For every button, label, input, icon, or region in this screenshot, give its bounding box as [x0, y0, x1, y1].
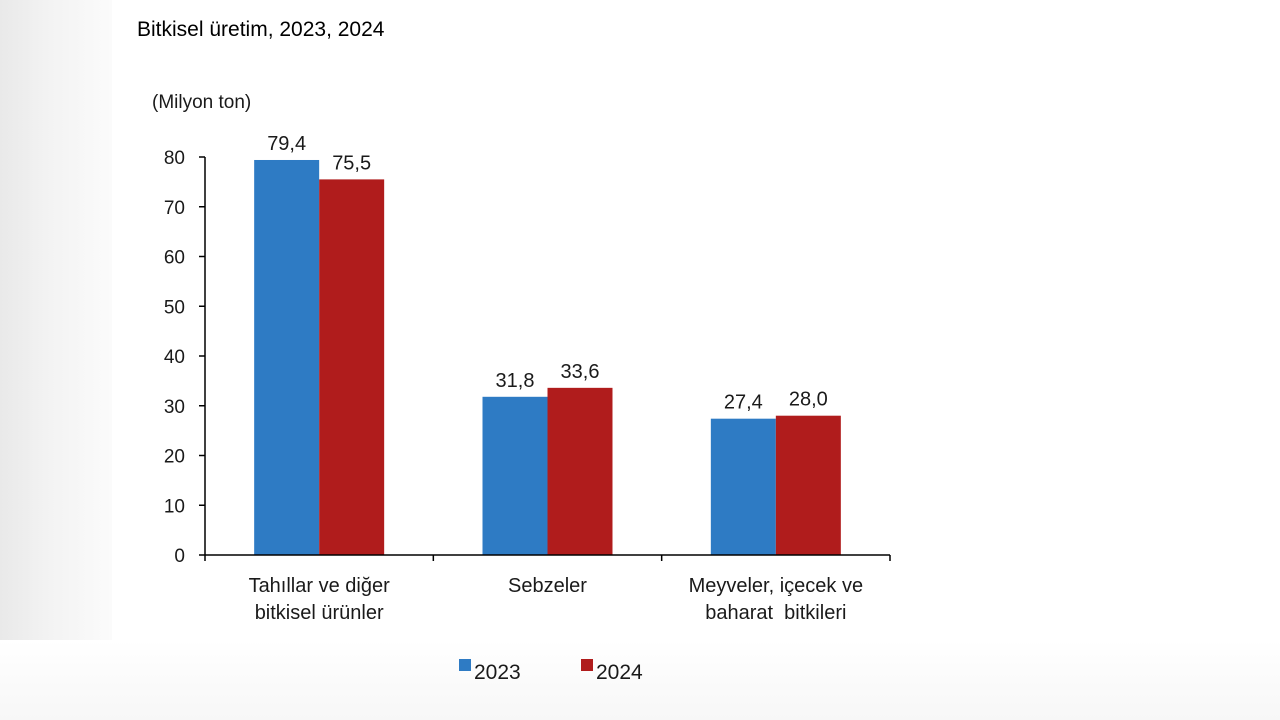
- y-tick-label: 20: [164, 447, 185, 468]
- y-tick-label: 10: [164, 496, 185, 517]
- y-tick-label: 60: [164, 248, 185, 269]
- chart-title: Bitkisel üretim, 2023, 2024: [137, 18, 385, 41]
- y-tick-label: 0: [174, 546, 185, 567]
- y-axis-label: (Milyon ton): [152, 92, 251, 113]
- bar-2023-1: [482, 396, 548, 555]
- legend-label: 2024: [596, 661, 643, 684]
- y-tick-label: 70: [164, 198, 185, 219]
- y-tick-label: 80: [164, 148, 185, 169]
- data-label: 33,6: [561, 361, 600, 383]
- bottom-shadow: [0, 640, 1280, 720]
- bar-2023-2: [710, 418, 776, 555]
- legend-label: 2023: [474, 661, 521, 684]
- data-label: 79,4: [267, 133, 306, 155]
- bar-2023-0: [254, 159, 320, 556]
- category-label: baharat bitkileri: [705, 602, 846, 624]
- legend: 2023 2024: [459, 659, 643, 684]
- y-tick-label: 30: [164, 397, 185, 418]
- category-label: Tahıllar ve diğer: [249, 575, 391, 597]
- bar-2024-1: [547, 387, 613, 555]
- bars: [254, 159, 841, 556]
- category-label: bitkisel ürünler: [255, 602, 384, 624]
- y-tick-label: 50: [164, 297, 185, 318]
- data-label: 28,0: [789, 389, 828, 411]
- data-labels: 79,4 75,5 31,8 33,6 27,4 28,0: [267, 133, 828, 414]
- bar-2024-2: [775, 415, 841, 555]
- y-axis-ticks: 0 10 20 30 40 50 60 70 80: [164, 148, 205, 567]
- y-tick-label: 40: [164, 347, 185, 368]
- left-shadow: [0, 0, 112, 720]
- category-label: Sebzeler: [508, 575, 587, 597]
- legend-swatch: [459, 659, 471, 671]
- bar-2024-0: [319, 179, 385, 555]
- data-label: 31,8: [496, 370, 535, 392]
- legend-swatch: [581, 659, 593, 671]
- category-labels: Tahıllar ve diğer bitkisel ürünler Sebzele…: [204, 555, 891, 624]
- data-label: 27,4: [724, 392, 763, 414]
- category-label: Meyveler, içecek ve: [689, 575, 864, 597]
- data-label: 75,5: [332, 152, 371, 174]
